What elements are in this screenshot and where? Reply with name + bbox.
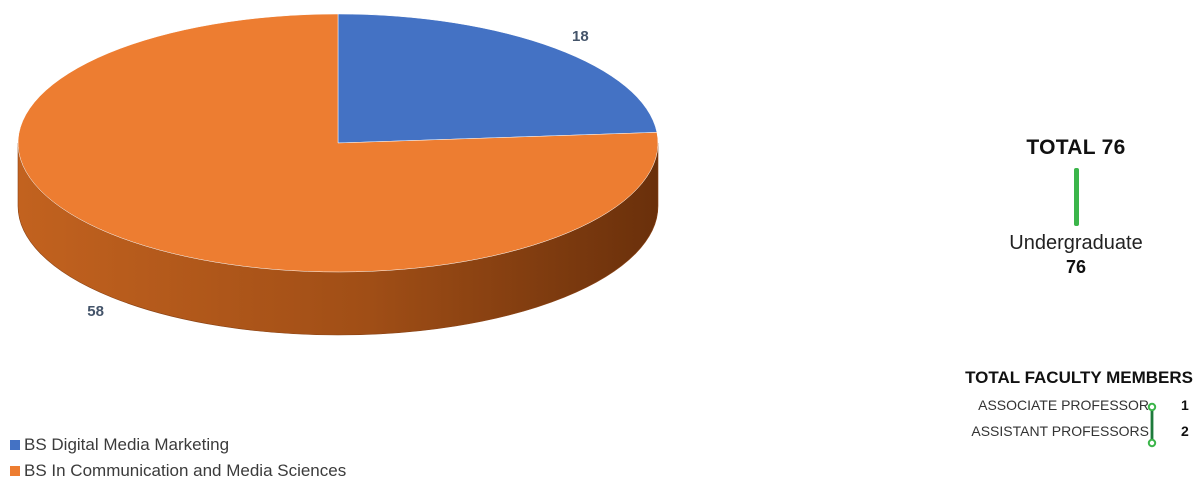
undergraduate-value: 76 xyxy=(1065,257,1087,277)
total-summary: TOTAL 76 Undergraduate 76 xyxy=(980,136,1172,278)
total-connector-line xyxy=(1073,168,1079,226)
total-title: TOTAL 76 xyxy=(1026,136,1126,159)
faculty-summary: TOTAL FACULTY MEMBERS ASSOCIATE PROFESSO… xyxy=(893,368,1193,444)
legend-item-communication-media-sciences: BS In Communication and Media Sciences xyxy=(10,458,346,484)
legend-swatch xyxy=(10,440,20,450)
faculty-row-assistant: ASSISTANT PROFESSORS 2 xyxy=(893,418,1193,444)
legend-label: BS Digital Media Marketing xyxy=(24,435,230,454)
undergraduate-label: Undergraduate xyxy=(1009,232,1143,254)
associate-professor-label: ASSOCIATE PROFESSOR xyxy=(978,397,1149,413)
legend: BS Digital Media Marketing BS In Communi… xyxy=(10,432,346,484)
faculty-row-associate: ASSOCIATE PROFESSOR 1 xyxy=(893,392,1193,418)
faculty-connector-icon xyxy=(1147,402,1157,448)
legend-item-digital-media-marketing: BS Digital Media Marketing xyxy=(10,432,346,458)
pie-data-label: 58 xyxy=(87,303,104,320)
faculty-title: TOTAL FACULTY MEMBERS xyxy=(965,368,1193,387)
pie-slice-bs-in-communication-and-media-sciences xyxy=(17,13,659,273)
assistant-professor-label: ASSISTANT PROFESSORS xyxy=(971,423,1149,439)
assistant-professor-count: 2 xyxy=(1181,423,1189,439)
legend-label: BS In Communication and Media Sciences xyxy=(24,461,347,480)
pie-slice-bs-digital-media-marketing xyxy=(337,13,658,144)
pie-data-label: 18 xyxy=(572,28,589,45)
associate-professor-count: 1 xyxy=(1181,397,1189,413)
legend-swatch xyxy=(10,466,20,476)
